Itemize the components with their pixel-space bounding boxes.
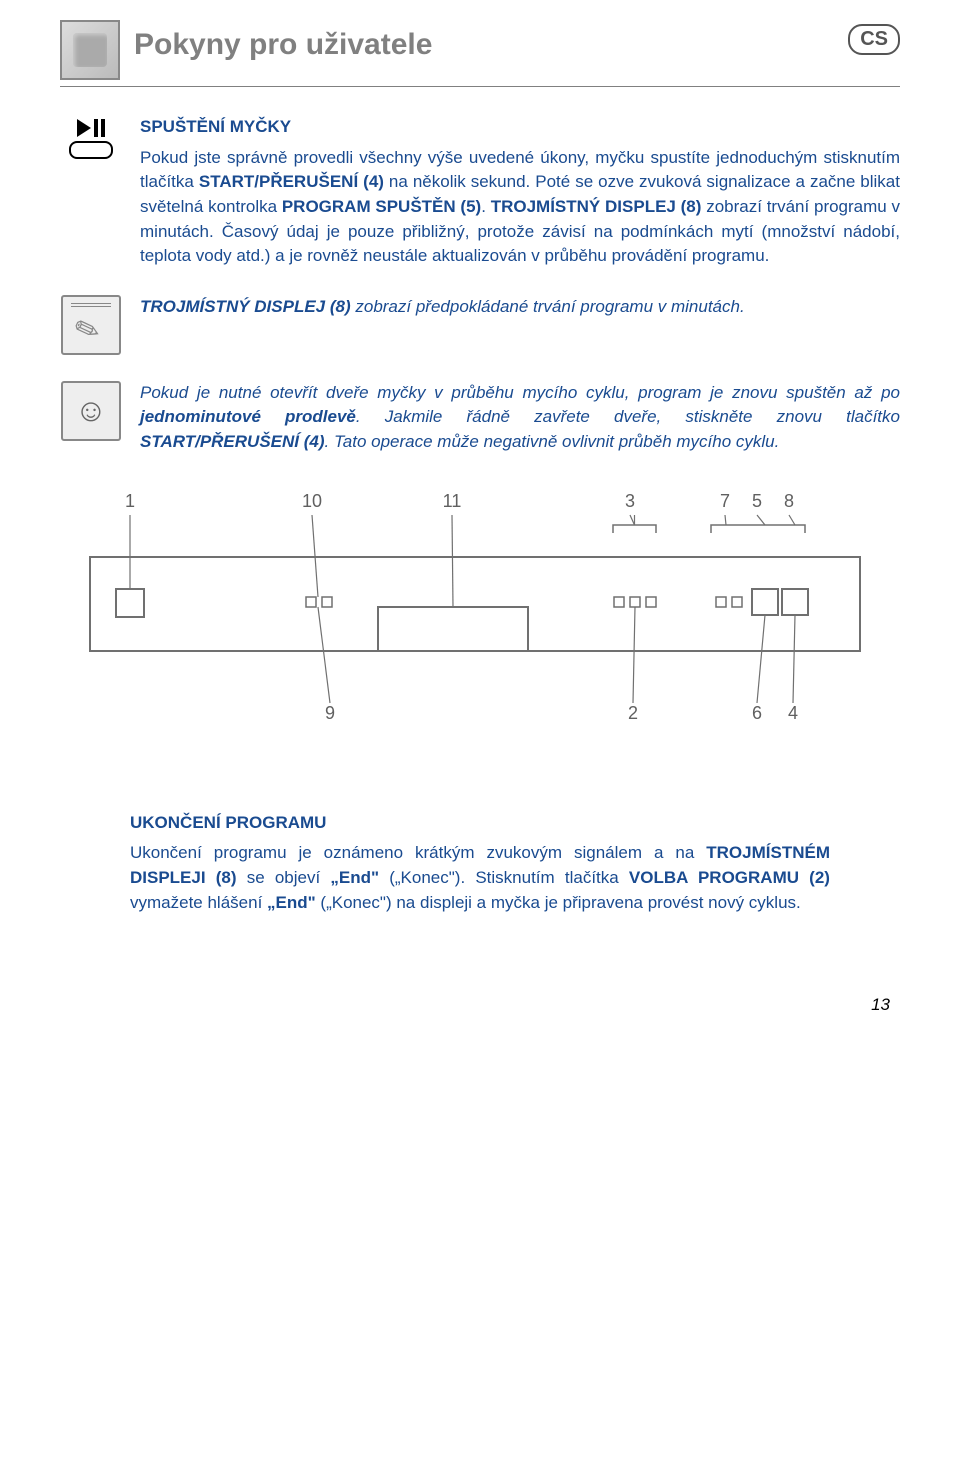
text: Ukončení programu je oznámeno krátkým zv… — [130, 843, 706, 862]
text: . Tato operace může negativně ovlivnit p… — [325, 432, 780, 451]
svg-text:6: 6 — [752, 703, 762, 723]
svg-text:1: 1 — [125, 491, 135, 511]
heading-end: UKONČENÍ PROGRAMU — [130, 811, 830, 836]
text: se objeví — [237, 868, 331, 887]
notepad-icon — [61, 295, 121, 355]
heading-start: SPUŠTĚNÍ MYČKY — [140, 115, 900, 140]
text-bold: PROGRAM SPUŠTĚN (5) — [282, 197, 481, 216]
text-bold: jednominutové prodlevě — [140, 407, 356, 426]
text: zobrazí předpokládané trvání programu v … — [351, 297, 745, 316]
svg-text:11: 11 — [443, 491, 462, 511]
logo-icon — [60, 20, 120, 80]
language-badge: CS — [848, 24, 900, 55]
text: vymažete hlášení — [130, 893, 267, 912]
text-bold: START/PŘERUŠENÍ (4) — [140, 432, 325, 451]
svg-text:2: 2 — [628, 703, 638, 723]
section-note: TROJMÍSTNÝ DISPLEJ (8) zobrazí předpoklá… — [60, 295, 900, 355]
text: . Jakmile řádně zavřete dveře, stiskněte… — [356, 407, 900, 426]
page-title: Pokyny pro uživatele — [134, 28, 432, 62]
text-bold: „End" — [267, 893, 316, 912]
svg-text:8: 8 — [784, 491, 794, 511]
text-bold: TROJMÍSTNÝ DISPLEJ (8) — [491, 197, 702, 216]
panel-diagram: 1 10 11 3 7 5 8 9 2 6 4 — [60, 481, 900, 761]
section-warning: Pokud je nutné otevřít dveře myčky v prů… — [60, 381, 900, 455]
header-divider — [60, 86, 900, 87]
person-icon — [61, 381, 121, 441]
text: Pokud je nutné otevřít dveře myčky v prů… — [140, 383, 900, 402]
text-bold: TROJMÍSTNÝ DISPLEJ (8) — [140, 297, 351, 316]
svg-text:4: 4 — [788, 703, 798, 723]
section-end: UKONČENÍ PROGRAMU Ukončení programu je o… — [130, 811, 830, 916]
svg-text:3: 3 — [625, 491, 635, 511]
svg-text:10: 10 — [302, 491, 322, 511]
section-start: SPUŠTĚNÍ MYČKY Pokud jste správně proved… — [60, 115, 900, 269]
text-bold: VOLBA PROGRAMU (2) — [629, 868, 830, 887]
svg-text:7: 7 — [720, 491, 730, 511]
diagram-svg: 1 10 11 3 7 5 8 9 2 6 4 — [60, 481, 900, 761]
svg-text:5: 5 — [752, 491, 762, 511]
text-bold: „End" — [330, 868, 379, 887]
text: . — [481, 197, 491, 216]
text: („Konec") na displeji a myčka je připrav… — [316, 893, 801, 912]
play-pause-icon — [68, 119, 114, 159]
text-bold: START/PŘERUŠENÍ (4) — [199, 172, 384, 191]
text: („Konec"). Stisknutím tlačítka — [379, 868, 629, 887]
svg-text:9: 9 — [325, 703, 335, 723]
page-number: 13 — [60, 995, 890, 1015]
page-header: Pokyny pro uživatele CS — [60, 20, 900, 80]
